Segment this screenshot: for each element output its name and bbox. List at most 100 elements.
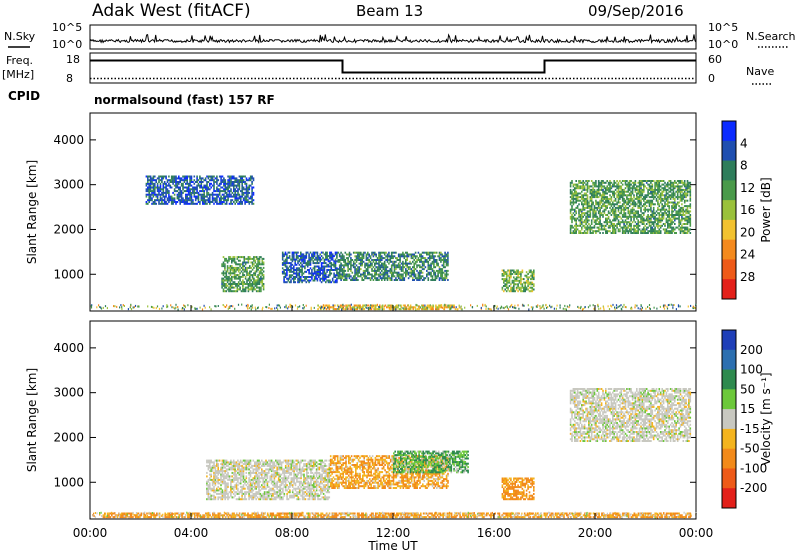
data-cell (286, 265, 288, 268)
data-cell (596, 206, 599, 209)
data-cell (334, 265, 337, 268)
data-cell (654, 226, 656, 229)
data-cell (689, 190, 692, 193)
data-cell (590, 228, 593, 231)
data-cell (334, 251, 337, 254)
data-cell (379, 308, 381, 311)
data-cell (242, 268, 244, 271)
ground-cell (490, 308, 492, 311)
data-cell (161, 193, 163, 196)
data-cell (220, 199, 222, 202)
data-cell (576, 183, 579, 186)
data-cell (228, 256, 230, 259)
data-cell (400, 255, 403, 258)
data-cell (151, 199, 153, 202)
data-cell (168, 195, 170, 198)
data-cell (290, 276, 292, 278)
data-cell (218, 191, 221, 194)
data-cell (397, 255, 400, 258)
ground-cell (255, 308, 257, 311)
data-cell (165, 175, 167, 178)
data-cell (575, 212, 577, 215)
data-cell (241, 177, 243, 180)
data-cell (600, 206, 603, 209)
data-cell (412, 253, 414, 256)
data-cell (222, 270, 225, 273)
data-cell (655, 223, 658, 225)
data-cell (630, 208, 632, 211)
data-cell (515, 286, 518, 289)
data-cell (235, 179, 238, 182)
data-cell (431, 279, 434, 281)
data-cell (676, 192, 679, 195)
data-cell (251, 199, 253, 202)
data-cell (590, 206, 593, 209)
data-cell (224, 290, 226, 293)
data-cell (396, 271, 399, 274)
data-cell (597, 188, 600, 191)
data-cell (381, 264, 383, 267)
data-cell (641, 215, 644, 218)
data-cell (214, 193, 217, 196)
data-cell (683, 210, 686, 213)
ground-cell (432, 305, 435, 308)
data-cell (244, 175, 246, 178)
data-cell (243, 259, 246, 262)
data-cell (626, 215, 628, 218)
data-cell (308, 263, 310, 266)
data-cell (596, 219, 599, 222)
data-cell (260, 263, 262, 266)
data-cell (616, 203, 618, 206)
data-cell (669, 196, 672, 199)
ground-cell (122, 304, 124, 307)
data-cell (237, 270, 240, 273)
data-cell (645, 223, 648, 225)
data-cell (433, 269, 435, 272)
data-cell (648, 180, 651, 182)
data-cell (318, 272, 320, 275)
data-cell (284, 253, 287, 256)
data-cell (231, 177, 234, 180)
data-cell (589, 205, 592, 208)
data-cell (375, 262, 377, 265)
ground-cell (331, 306, 333, 309)
data-cell (671, 214, 673, 216)
data-cell (520, 274, 522, 277)
data-cell (251, 175, 253, 178)
data-cell (657, 188, 659, 191)
data-cell (613, 199, 615, 202)
data-cell (168, 197, 170, 200)
data-cell (284, 251, 287, 254)
data-cell (311, 256, 313, 259)
data-cell (441, 271, 444, 274)
data-cell (520, 290, 522, 293)
data-cell (689, 223, 692, 225)
data-cell (406, 251, 408, 254)
data-cell (396, 275, 399, 278)
data-cell (626, 203, 628, 206)
data-cell (665, 199, 668, 202)
date-title: 09/Sep/2016 (588, 2, 684, 20)
data-cell (148, 186, 150, 189)
data-cell (636, 217, 638, 220)
data-cell (222, 272, 225, 275)
data-cell (658, 221, 661, 224)
data-cell (218, 197, 221, 200)
data-cell (421, 262, 424, 265)
data-cell (603, 190, 606, 193)
ground-cell (106, 307, 108, 310)
data-cell (595, 215, 597, 218)
data-cell (246, 274, 248, 277)
data-cell (531, 273, 534, 275)
data-cell (336, 269, 338, 271)
data-cell (235, 193, 238, 196)
data-cell (386, 255, 389, 258)
ground-cell (372, 304, 374, 307)
data-cell (609, 201, 611, 204)
data-cell (159, 202, 162, 205)
data-cell (226, 284, 229, 287)
ground-cell (184, 306, 186, 309)
data-cell (650, 188, 652, 191)
data-cell (383, 275, 386, 278)
data-cell (572, 188, 575, 191)
